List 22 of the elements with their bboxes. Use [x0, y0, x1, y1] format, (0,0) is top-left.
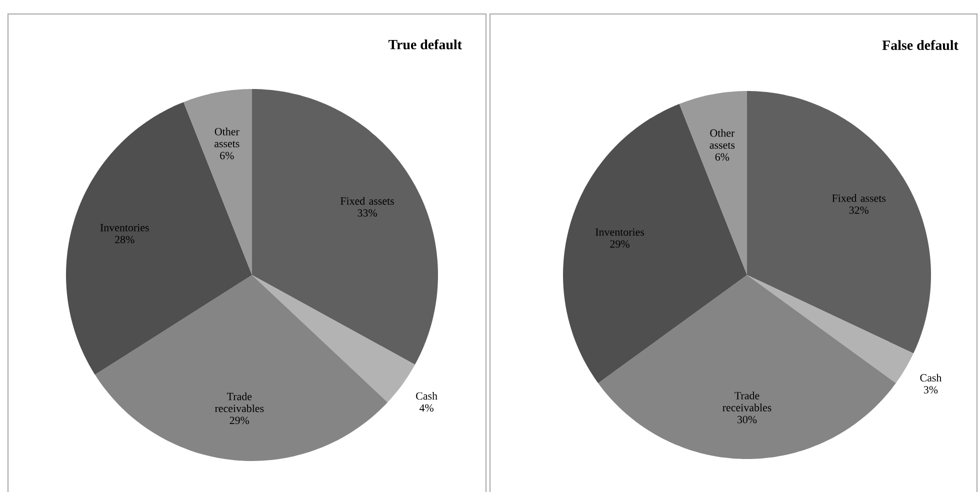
- slice-label: Trade receivables: [722, 392, 772, 412]
- slice-label: Inventories: [100, 224, 149, 232]
- slice-label: Fixed assets: [340, 196, 394, 205]
- data-label: 6%: [220, 152, 234, 160]
- slice-label: Trade receivables: [214, 392, 264, 412]
- slice-label: Inventories: [596, 228, 644, 236]
- data-label: 33%: [358, 209, 377, 217]
- data-label: 29%: [610, 240, 630, 248]
- slice-label: Other assets: [710, 129, 735, 149]
- data-label: 28%: [115, 236, 134, 244]
- slice-label: Cash: [416, 392, 438, 400]
- data-label: 30%: [737, 416, 757, 424]
- chart-title: True default: [388, 39, 462, 50]
- slice-label: Cash: [920, 374, 942, 382]
- data-label: 3%: [924, 386, 938, 394]
- slice-label: Other assets: [214, 128, 240, 148]
- data-label: 4%: [419, 404, 434, 412]
- chart-title: False default: [882, 40, 958, 50]
- data-label: 6%: [715, 153, 730, 161]
- data-label: 29%: [230, 416, 250, 424]
- slice-label: Fixed assets: [832, 194, 886, 202]
- data-label: 32%: [849, 206, 869, 214]
